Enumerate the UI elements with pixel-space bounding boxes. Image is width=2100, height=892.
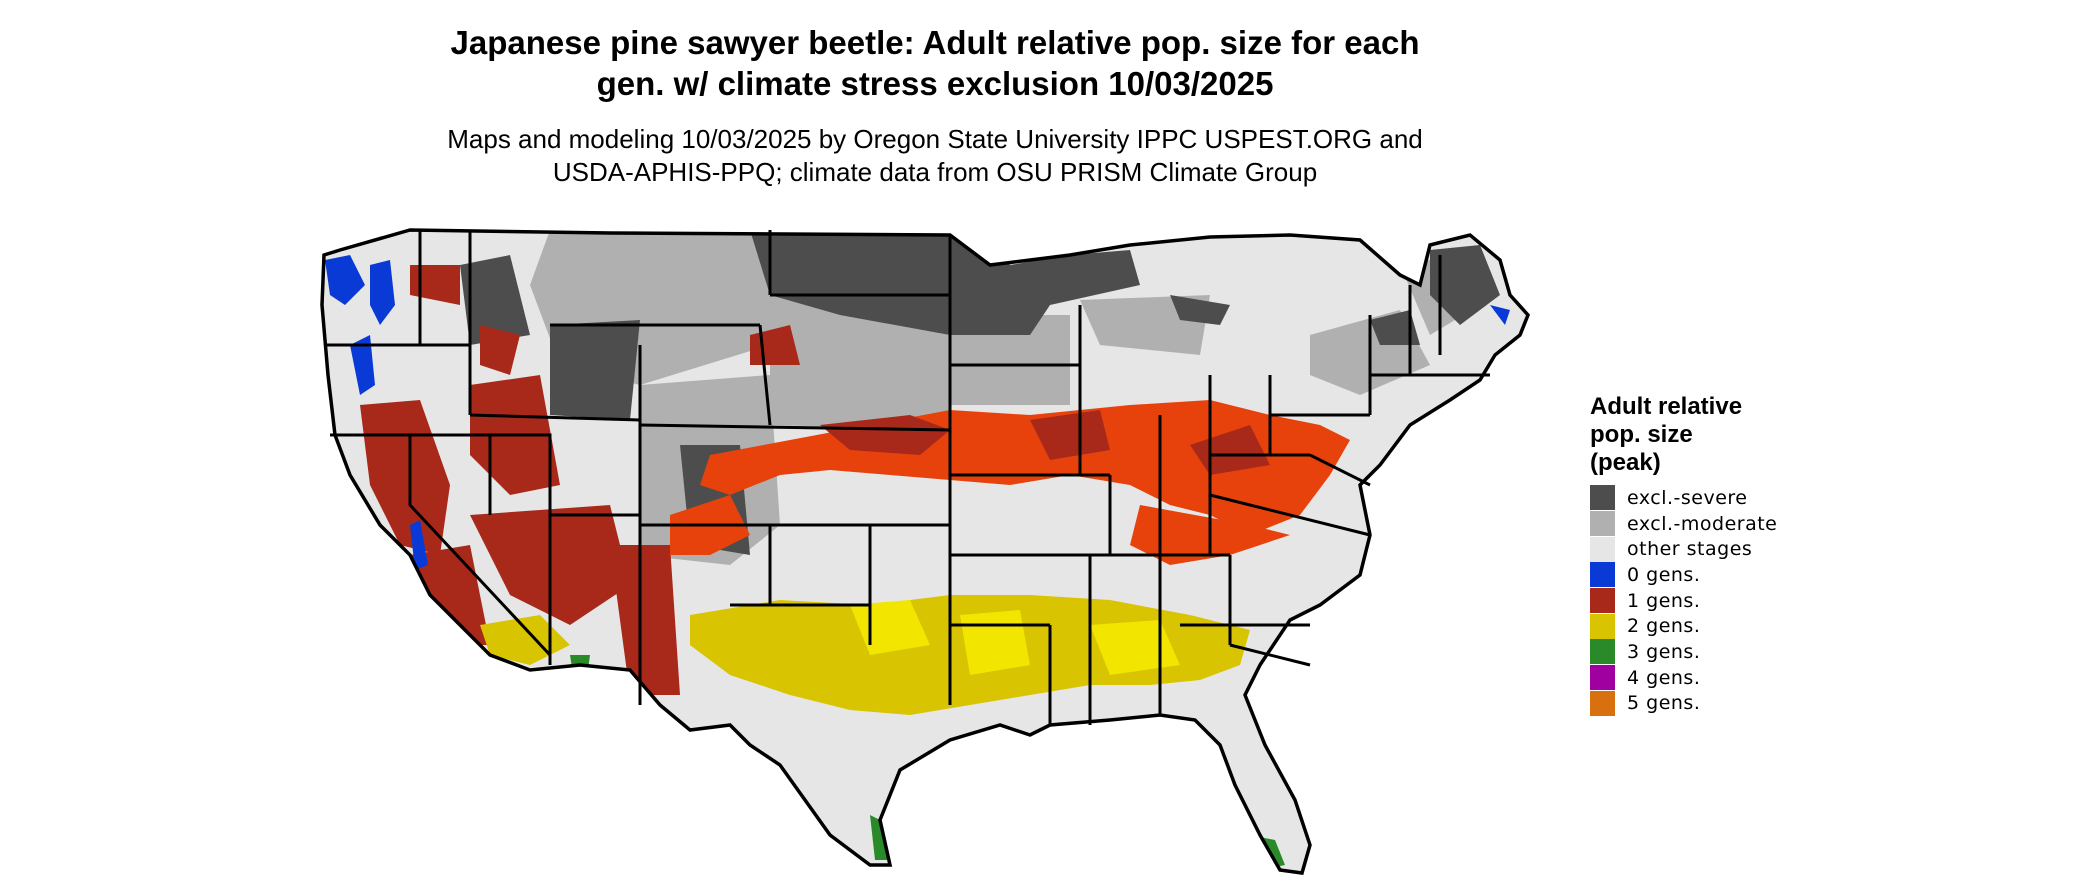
legend-label: 4 gens. [1627,666,1701,689]
legend-swatch [1590,511,1615,537]
us-map [320,228,1531,875]
legend-item-4-gens: 4 gens. [1590,665,1777,691]
legend-item-excl-moderate: excl.-moderate [1590,511,1777,537]
us-outline [320,228,1531,875]
legend-label: 1 gens. [1627,589,1701,612]
legend-title-line-3: (peak) [1590,449,1661,476]
legend-label: excl.-moderate [1627,512,1778,535]
legend-label: 2 gens. [1627,615,1701,638]
title-line-2: gen. w/ climate stress exclusion 10/03/2… [596,65,1274,102]
legend-item-1-gens: 1 gens. [1590,588,1777,614]
subtitle-line-2: USDA-APHIS-PPQ; climate data from OSU PR… [552,157,1318,187]
legend-swatch [1590,639,1615,665]
legend-label: 5 gens. [1627,692,1701,715]
legend-title-line-1: Adult relative [1590,393,1743,420]
title-line-1: Japanese pine sawyer beetle: Adult relat… [450,24,1420,61]
legend-item-5-gens: 5 gens. [1590,690,1777,717]
legend-item-3-gens: 3 gens. [1590,639,1777,665]
legend-swatch [1590,690,1615,716]
map-title: Japanese pine sawyer beetle: Adult relat… [0,22,1870,104]
legend-label: 0 gens. [1627,563,1701,586]
legend-swatch [1590,536,1615,562]
legend: Adult relative pop. size (peak) excl.-se… [1590,393,1777,716]
legend-item-excl-severe: excl.-severe [1590,485,1777,511]
legend-item-0-gens: 0 gens. [1590,562,1777,588]
map-subtitle: Maps and modeling 10/03/2025 by Oregon S… [0,123,1870,189]
legend-label: excl.-severe [1627,486,1748,509]
legend-label: 3 gens. [1627,640,1701,663]
legend-item-other-stages: other stages [1590,536,1777,562]
legend-swatch [1590,613,1615,639]
subtitle-line-1: Maps and modeling 10/03/2025 by Oregon S… [447,124,1423,154]
legend-label: other stages [1627,538,1753,561]
legend-title-line-2: pop. size [1590,421,1693,448]
legend-title: Adult relative pop. size (peak) [1590,393,1777,477]
zero-gen-zones [325,255,1510,570]
legend-swatch [1590,588,1615,614]
legend-swatch [1590,562,1615,588]
legend-items: excl.-severe excl.-moderate other stages… [1590,485,1777,716]
legend-swatch [1590,485,1615,511]
legend-swatch [1590,665,1615,691]
state-borders [324,230,1490,725]
legend-item-2-gens: 2 gens. [1590,613,1777,639]
